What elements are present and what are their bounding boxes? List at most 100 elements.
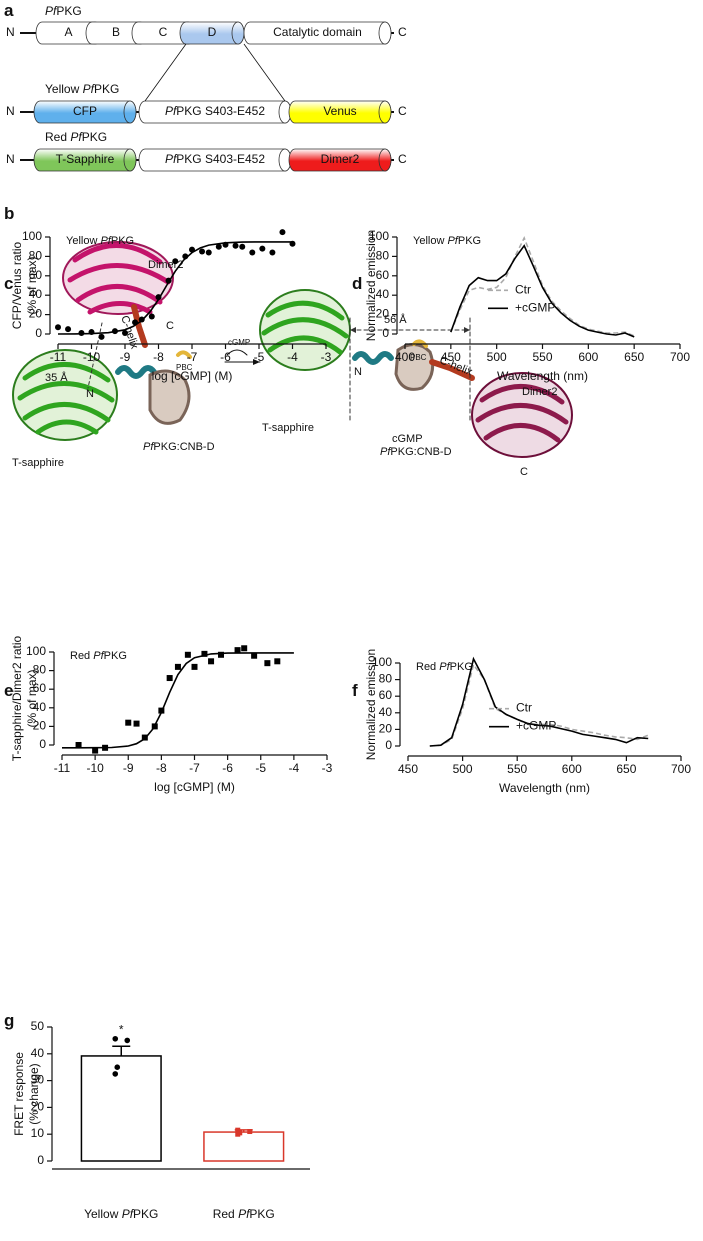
point xyxy=(264,660,271,667)
x-tick-label: 600 xyxy=(578,350,598,364)
y-tick-label: 50 xyxy=(31,1019,45,1033)
connector xyxy=(144,43,187,102)
text-part: 40 xyxy=(379,705,393,719)
text-part: 500 xyxy=(453,762,473,776)
text-part: 100 xyxy=(22,229,42,243)
text-part: C xyxy=(159,25,168,39)
point xyxy=(141,734,148,741)
text-part: PKG xyxy=(111,235,134,247)
text-part: Pf xyxy=(143,441,154,453)
y-tick-label: 80 xyxy=(376,249,390,263)
text-part: 20 xyxy=(31,1100,45,1114)
x-tick-label: -8 xyxy=(156,761,167,775)
text-part: 650 xyxy=(616,762,636,776)
panel-label: a xyxy=(4,1,14,20)
x-tick-label: 650 xyxy=(616,762,636,776)
text-part: B xyxy=(112,25,120,39)
fit-curve xyxy=(57,241,293,335)
text-part: log [cGMP] (M) xyxy=(154,780,235,794)
point xyxy=(98,333,105,340)
point xyxy=(239,243,246,250)
point xyxy=(65,326,72,333)
y-tick-label: 0 xyxy=(37,1153,44,1167)
legend-label: Ctr xyxy=(515,283,531,297)
y-tick-label: 60 xyxy=(376,268,390,282)
text-part: 700 xyxy=(671,762,691,776)
text-part: g xyxy=(4,1011,14,1030)
x-tick-label: -7 xyxy=(189,761,200,775)
text-part: PKG xyxy=(458,235,481,247)
point xyxy=(189,246,195,253)
y-tick-label: 20 xyxy=(379,722,393,736)
domain-face xyxy=(378,148,392,172)
text-part: T-sapphire/Dimer2 ratio xyxy=(10,635,24,761)
text-part: 56 Å xyxy=(384,313,407,326)
y-axis-label: (% change) xyxy=(27,1063,41,1124)
x-axis-label: Wavelength (nm) xyxy=(497,369,588,383)
text-part: Pf xyxy=(238,1207,251,1221)
structure-label: N xyxy=(354,366,362,378)
text-part: 100 xyxy=(26,644,46,658)
series-line xyxy=(429,662,649,747)
y-axis-label: (% of max) xyxy=(25,669,39,727)
text-part: 400 xyxy=(395,350,415,364)
x-tick-label: -4 xyxy=(289,761,300,775)
text-part: 450 xyxy=(441,350,461,364)
c-terminus: C xyxy=(398,104,407,118)
structure-label: C xyxy=(520,466,528,478)
text-part: cGMP xyxy=(392,433,423,445)
y-axis-label: CFP/Venus ratio xyxy=(10,241,24,329)
text-part: 600 xyxy=(578,350,598,364)
point xyxy=(222,241,229,248)
point xyxy=(259,245,266,252)
point xyxy=(241,645,248,652)
y-tick-label: 20 xyxy=(376,307,390,321)
text-part: cGMP xyxy=(228,338,250,347)
text-part: c xyxy=(4,274,13,293)
y-tick-label: 0 xyxy=(35,326,42,340)
distance-line xyxy=(87,322,103,389)
text-part: PBC xyxy=(176,363,193,372)
point xyxy=(251,652,258,659)
text-part: PKG S403-E452 xyxy=(176,104,265,118)
domain-label: Dimer2 xyxy=(321,152,360,166)
n-terminus: N xyxy=(6,25,15,39)
point xyxy=(279,229,286,236)
text-part: T-Sapphire xyxy=(56,152,115,166)
text-part: CFP xyxy=(73,104,97,118)
point xyxy=(201,650,208,657)
text-part: Pf xyxy=(447,235,458,247)
text-part: Ctr xyxy=(515,283,531,297)
x-tick-label: -10 xyxy=(83,350,101,364)
arrow-head xyxy=(253,359,260,365)
text-part: Pf xyxy=(122,1207,135,1221)
text-part: Yellow xyxy=(84,1207,122,1221)
point xyxy=(55,324,61,331)
text-part: -10 xyxy=(86,761,104,775)
y-tick-label: 60 xyxy=(379,688,393,702)
text-part: Wavelength (nm) xyxy=(499,781,590,795)
text-part: 80 xyxy=(379,672,393,686)
text-part: 10 xyxy=(31,1126,45,1140)
text-part: -4 xyxy=(289,761,300,775)
domain-face xyxy=(378,100,392,124)
structure-label: T-sapphire xyxy=(12,457,64,469)
structure-label: cGMP xyxy=(392,433,423,445)
x-tick-label: -5 xyxy=(254,350,265,364)
structure-label: PfPKG:CNB-D xyxy=(143,441,215,453)
point xyxy=(112,1071,119,1077)
text-part: Catalytic domain xyxy=(273,25,362,39)
tsapphire-strands xyxy=(261,300,349,355)
point xyxy=(111,328,118,335)
x-tick-label: Yellow PfPKG xyxy=(84,1207,158,1221)
legend-label: Ctr xyxy=(516,701,532,715)
series-line xyxy=(429,656,649,747)
text-part: log [cGMP] (M) xyxy=(152,369,233,383)
text-part: Dimer2 xyxy=(522,386,557,398)
text-part: (% change) xyxy=(27,1063,41,1124)
point xyxy=(234,647,241,654)
text-part: 0 xyxy=(39,737,46,751)
text-part: -9 xyxy=(123,761,134,775)
y-tick-label: 100 xyxy=(22,229,42,243)
text-part: 20 xyxy=(29,307,43,321)
